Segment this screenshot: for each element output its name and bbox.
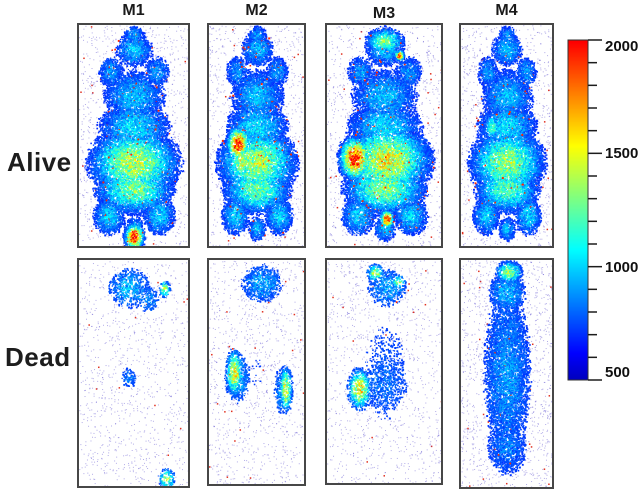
- colorbar-tick-label-1000: 1000: [605, 259, 641, 276]
- heatmap-panel-alive-m3: [325, 23, 443, 248]
- heatmap-panel-dead-m1: [77, 258, 190, 488]
- row-label-alive: Alive: [7, 147, 72, 178]
- heatmap-panel-alive-m4: [459, 23, 554, 248]
- column-label-m1: M1: [77, 1, 190, 21]
- row-label-dead: Dead: [5, 342, 71, 373]
- column-label-m4: M4: [459, 1, 554, 21]
- colorbar: [563, 30, 638, 390]
- heatmap-panel-dead-m3: [325, 258, 443, 485]
- colorbar-tick-label-2000: 2000: [605, 38, 641, 55]
- heatmap-panel-dead-m2: [207, 258, 306, 486]
- column-label-m3: M3: [325, 4, 443, 24]
- colorbar-tick-label-1500: 1500: [605, 145, 641, 162]
- figure: M1 M2 M3 M4 Alive Dead 2000 1500 1000 50…: [0, 0, 642, 500]
- colorbar-tick-label-500: 500: [605, 364, 641, 381]
- heatmap-panel-dead-m4: [459, 258, 554, 489]
- column-label-m2: M2: [207, 1, 306, 21]
- heatmap-panel-alive-m2: [207, 23, 306, 248]
- heatmap-panel-alive-m1: [77, 23, 190, 248]
